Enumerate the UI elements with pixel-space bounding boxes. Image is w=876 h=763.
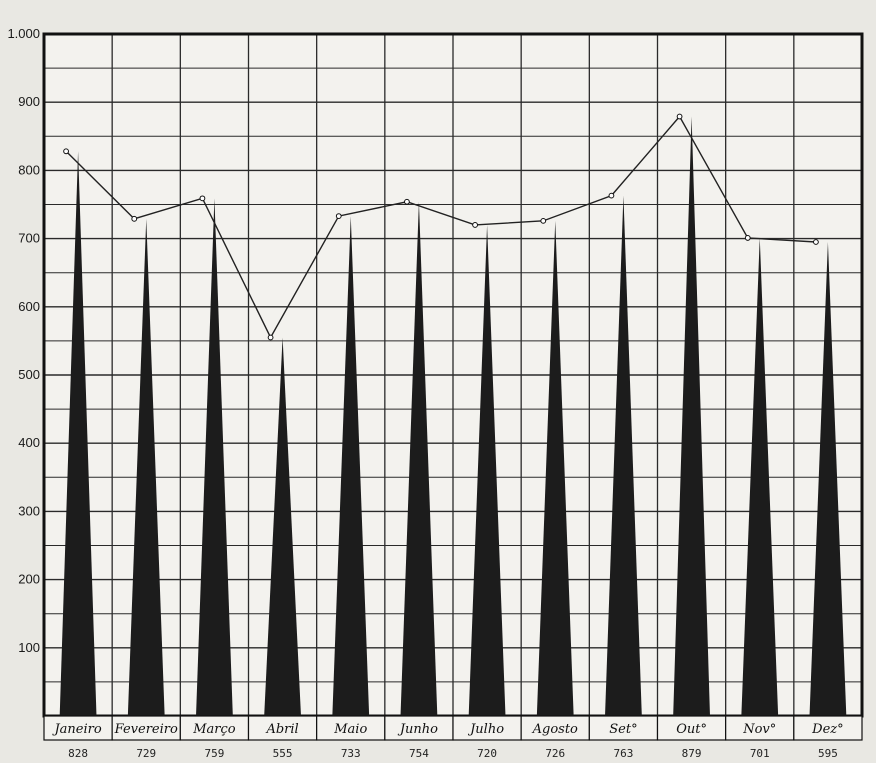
month-box (384, 715, 454, 741)
y-tick-label: 100 (18, 640, 40, 655)
point (404, 198, 410, 205)
month-label: Dez° (811, 722, 843, 737)
bar (536, 220, 574, 717)
grid (42, 32, 864, 718)
month-label: Junho (397, 722, 438, 737)
point (131, 215, 138, 222)
value-label: 754 (409, 747, 429, 760)
bar (468, 224, 506, 716)
y-tick-label: 1.000 (7, 26, 40, 41)
month-label: Fevereiro (114, 722, 178, 737)
point (63, 148, 69, 155)
point (540, 217, 547, 224)
value-label: 759 (204, 747, 224, 760)
month-label: Set° (609, 722, 637, 737)
trend-line (63, 113, 819, 341)
x-axis: Janeiro 828 Fevereiro 729 Março 759 Abril 555 Ma… (43, 715, 863, 760)
value-label: 726 (545, 747, 565, 760)
bar (59, 151, 97, 716)
month-label: Março (192, 722, 236, 737)
value-label: 701 (750, 747, 770, 760)
point (676, 113, 683, 120)
bar (400, 201, 438, 717)
month-box (793, 715, 863, 741)
bars (59, 116, 847, 717)
month-label: Out° (676, 722, 707, 737)
point (267, 334, 274, 341)
month-label: Maio (333, 722, 367, 737)
value-label: 879 (682, 747, 702, 760)
month-box (111, 715, 181, 741)
point (608, 192, 615, 199)
bar (809, 242, 847, 716)
month-box (725, 715, 795, 741)
series-line (65, 115, 816, 339)
bar (332, 216, 370, 716)
point (744, 235, 751, 241)
month-label: Janeiro (51, 722, 101, 737)
value-label: 555 (273, 747, 293, 760)
y-tick-label: 900 (18, 94, 40, 109)
y-tick-label: 200 (18, 572, 40, 587)
y-tick-label: 400 (18, 435, 40, 450)
y-tick-label: 300 (18, 503, 40, 518)
value-label: 763 (613, 747, 633, 760)
value-label: 595 (818, 747, 838, 760)
bar (264, 337, 301, 716)
bar (741, 237, 779, 716)
month-box (588, 715, 659, 741)
month-box (179, 715, 250, 741)
y-tick-label: 500 (18, 367, 40, 382)
point (199, 195, 206, 202)
bar (605, 195, 642, 716)
bar (196, 198, 233, 716)
value-label: 720 (477, 747, 497, 760)
month-label: Agosto (532, 722, 578, 737)
value-label: 733 (341, 747, 361, 760)
value-label: 828 (68, 747, 88, 760)
point (335, 213, 342, 219)
y-tick-label: 600 (18, 299, 40, 314)
month-label: Abril (265, 722, 298, 737)
y-axis: 100 200 300 400 500 600 700 800 900 1.000 (7, 26, 40, 655)
point (472, 222, 478, 228)
month-label: Julho (467, 722, 504, 737)
value-label: 729 (136, 747, 156, 760)
point (813, 239, 819, 245)
y-tick-label: 700 (18, 231, 40, 246)
month-label: Nov° (742, 722, 776, 737)
bar (127, 218, 165, 716)
y-tick-label: 800 (18, 162, 40, 177)
bar (673, 116, 710, 717)
